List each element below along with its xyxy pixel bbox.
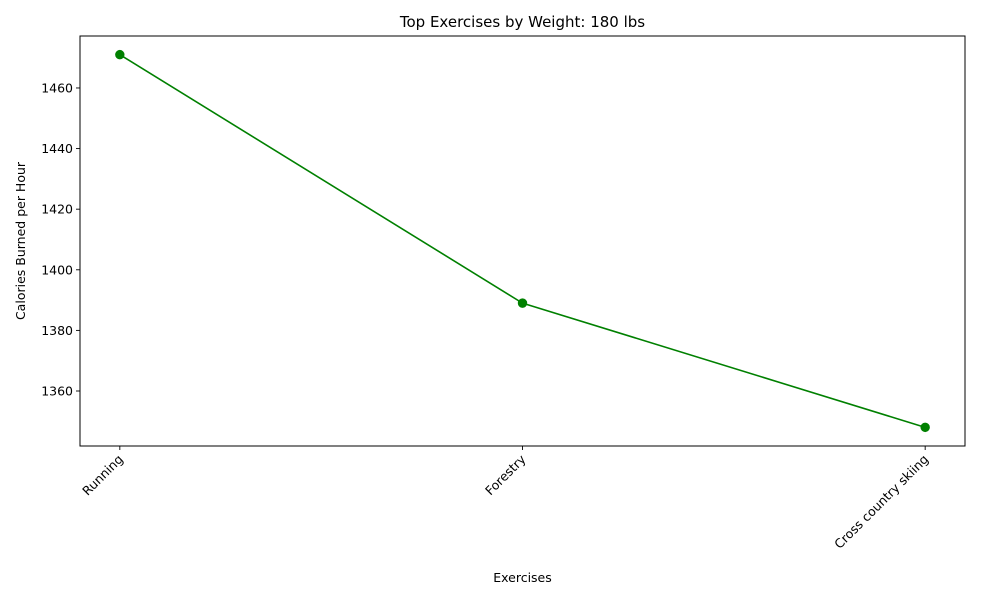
y-tick-label: 1400: [41, 262, 73, 277]
data-point: [517, 298, 528, 308]
y-tick-label: 1360: [41, 384, 73, 399]
plot-area: 1360 1380 1400 1420 1440 1460 Running Forestry C…: [41, 35, 966, 552]
x-tick-label: Forestry: [482, 451, 529, 498]
y-tick-label: 1420: [41, 202, 73, 217]
x-axis-title: Exercises: [493, 570, 552, 585]
y-tick-label: 1460: [41, 80, 73, 95]
plot-frame: [79, 35, 966, 447]
chart-title: Top Exercises by Weight: 180 lbs: [399, 13, 645, 31]
data-point: [115, 49, 125, 60]
x-tick-label: Cross country skiing: [831, 452, 931, 552]
y-tick-label: 1440: [41, 141, 73, 156]
y-tick-label: 1380: [41, 323, 73, 338]
data-point: [920, 422, 930, 433]
y-axis-title: Calories Burned per Hour: [13, 161, 28, 320]
x-tick-label: Running: [79, 452, 126, 499]
series-line: [119, 53, 926, 429]
